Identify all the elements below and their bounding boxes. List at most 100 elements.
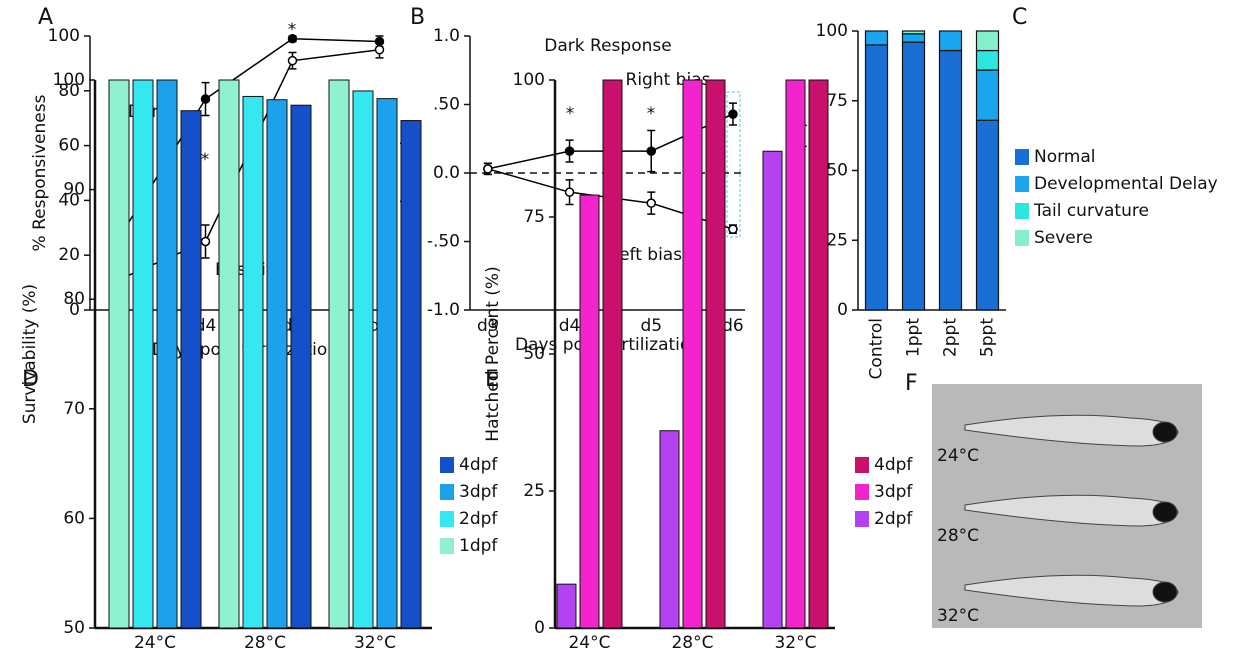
bar: [132, 79, 154, 629]
x-tick-label: d3: [477, 316, 499, 336]
y-tick-label: 100: [513, 70, 545, 90]
bar: [400, 120, 422, 629]
y-tick-label: 70: [63, 399, 85, 419]
legend-swatch: [1015, 203, 1029, 219]
y-tick-label: 0: [69, 300, 80, 320]
bar-segment: [901, 33, 926, 43]
bar-segment: [901, 30, 926, 35]
y-tick-label: 60: [63, 508, 85, 528]
bar: [556, 583, 577, 629]
bar-segment: [938, 30, 963, 52]
chart-title: Dark Response: [544, 36, 671, 56]
x-tick-label: 24°C: [568, 633, 610, 653]
x-tick-label: d4: [559, 316, 581, 336]
panel-label: D: [22, 367, 39, 392]
bar: [352, 90, 374, 629]
marker: [200, 236, 211, 247]
legend-label: 4dpf: [874, 455, 913, 475]
bar: [180, 110, 202, 629]
marker: [728, 109, 738, 119]
marker: [287, 33, 298, 44]
bar: [108, 79, 130, 629]
bar: [682, 79, 703, 629]
bar-segment: [901, 41, 926, 311]
bar: [602, 79, 623, 629]
legend-label: Tail curvature: [1033, 201, 1149, 221]
marker: [646, 146, 656, 156]
legend-label: 4dpf: [459, 455, 498, 475]
x-tick-label: 1ppt: [904, 318, 924, 357]
y-tick-label: 75: [826, 91, 848, 111]
caption: 24°C: [937, 446, 979, 466]
y-tick-label: 80: [63, 289, 85, 309]
y-tick-label: 80: [58, 81, 80, 101]
y-tick-label: 50: [63, 618, 85, 638]
legend-label: Developmental Delay: [1034, 174, 1218, 194]
y-tick-label: -.50: [427, 232, 460, 252]
bar: [328, 79, 350, 629]
panel-label: A: [38, 5, 53, 30]
bar-segment: [975, 49, 1000, 71]
legend-label: 3dpf: [874, 482, 913, 502]
y-tick-label: .50: [433, 95, 460, 115]
annotation: *: [647, 104, 656, 124]
marker: [646, 198, 656, 208]
y-tick-label: 40: [58, 190, 80, 210]
bar: [376, 98, 398, 629]
bar-segment: [938, 49, 963, 311]
legend-swatch: [1015, 230, 1029, 246]
x-tick-label: 28°C: [671, 633, 713, 653]
x-tick-label: 32°C: [354, 633, 396, 653]
legend-swatch: [1015, 176, 1029, 192]
highlight-box: [726, 91, 741, 238]
bar: [785, 79, 806, 629]
y-axis-label: Hatched Percent (%): [483, 266, 503, 441]
y-tick-label: 50: [826, 161, 848, 181]
bar: [762, 150, 783, 629]
legend-swatch: [440, 538, 454, 554]
annotation: *: [201, 150, 210, 170]
x-tick-label: 5ppt: [978, 318, 998, 357]
bar: [808, 79, 829, 629]
y-tick-label: -1.0: [427, 300, 460, 320]
x-tick-label: Control: [867, 318, 887, 379]
caption: 32°C: [937, 606, 979, 626]
legend-swatch: [855, 511, 869, 527]
legend-swatch: [855, 457, 869, 473]
x-tick-label: d5: [640, 316, 662, 336]
x-tick-label: 32°C: [774, 633, 816, 653]
marker: [728, 224, 738, 234]
bar-segment: [975, 30, 1000, 52]
marker: [483, 164, 493, 174]
chart: CPercent (%)0255075100Control1ppt2ppt5pp…: [790, 5, 1218, 379]
x-tick-label: 2ppt: [941, 318, 961, 357]
y-tick-label: 0: [534, 618, 545, 638]
y-tick-label: 50: [523, 344, 545, 364]
annotation: *: [288, 20, 297, 40]
legend-label: 2dpf: [874, 509, 913, 529]
bar-segment: [975, 69, 1000, 121]
panel-label: E: [485, 367, 499, 392]
legend-label: 3dpf: [459, 482, 498, 502]
legend-label: 1dpf: [459, 536, 498, 556]
marker: [564, 187, 575, 197]
bar: [242, 95, 264, 629]
legend-swatch: [440, 484, 454, 500]
bar-segment: [975, 119, 1000, 311]
series-label: Left bias: [610, 245, 682, 265]
annotation: *: [566, 104, 575, 124]
bar: [266, 99, 288, 629]
y-tick-label: 0.0: [433, 163, 460, 183]
x-tick-label: 28°C: [244, 633, 286, 653]
y-tick-label: 25: [826, 230, 848, 250]
marker: [287, 55, 298, 66]
y-tick-label: 100: [53, 70, 85, 90]
legend-label: Normal: [1034, 147, 1096, 167]
bar: [659, 430, 680, 629]
y-axis-label: Survivability (%): [20, 284, 40, 424]
bar: [579, 194, 600, 629]
caption: 28°C: [937, 526, 979, 546]
